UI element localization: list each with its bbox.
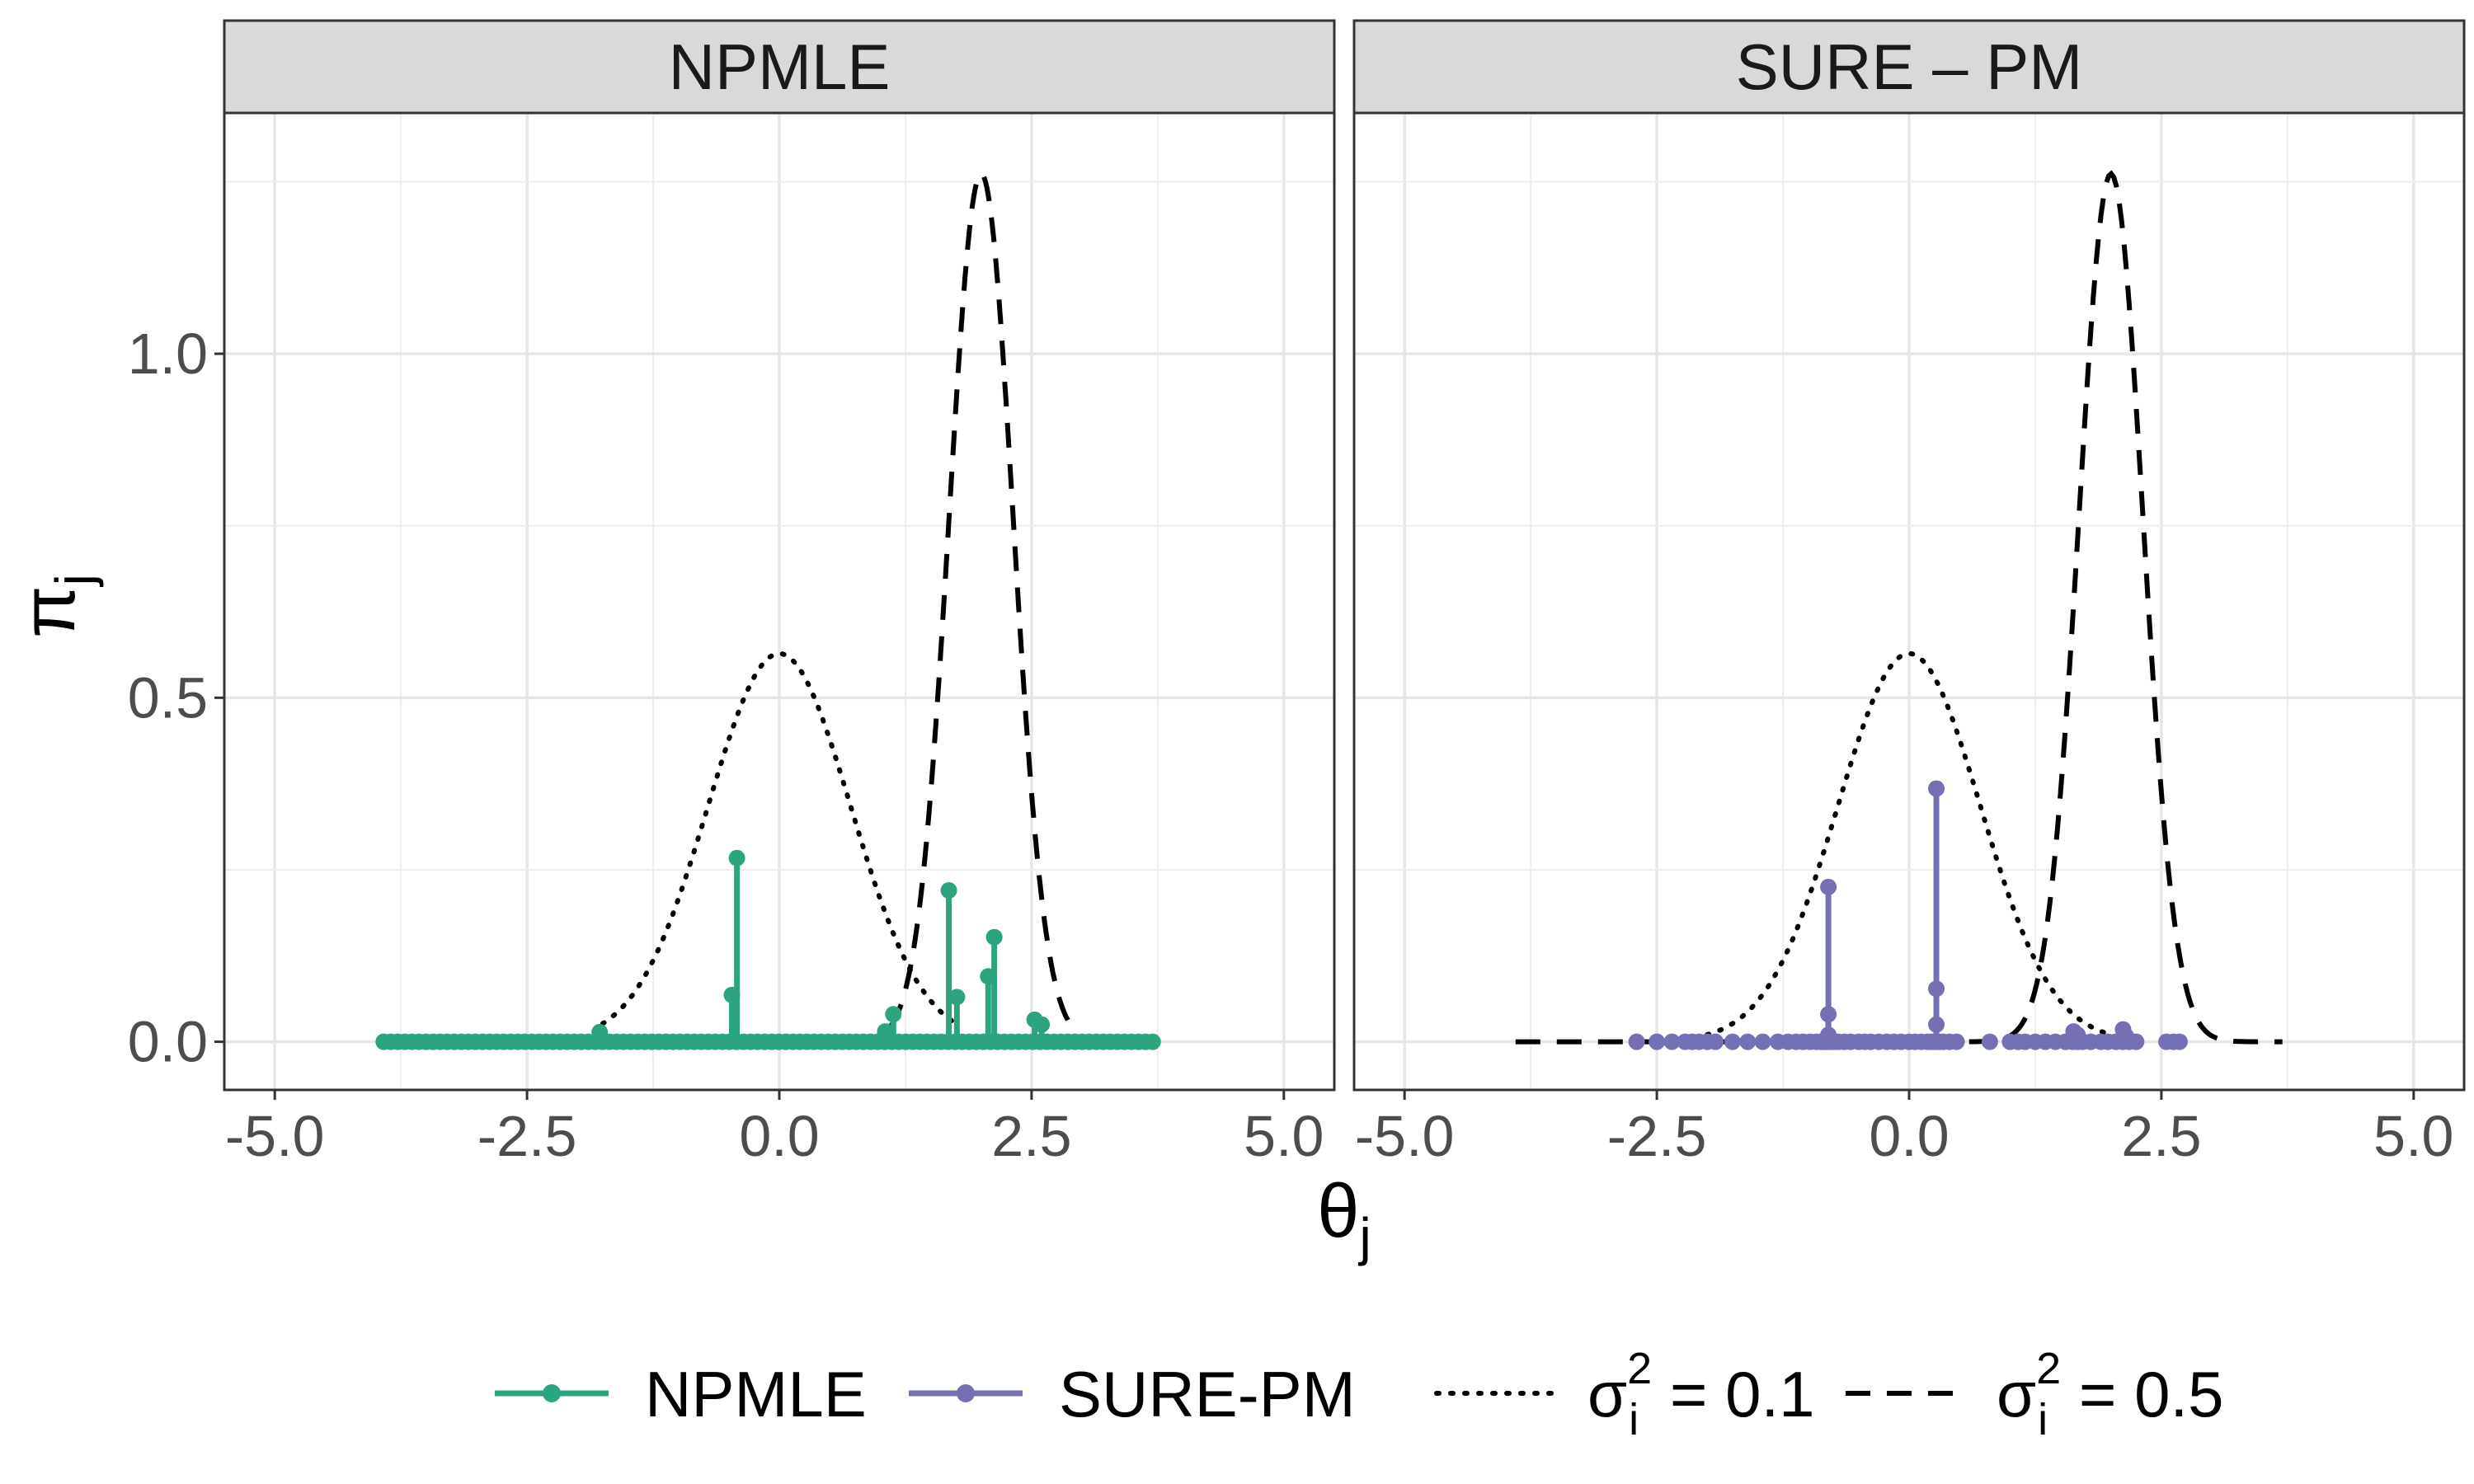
x-tick-label: 5.0 bbox=[2373, 1104, 2453, 1168]
y-axis-title-subscript: j bbox=[45, 574, 104, 587]
grid-sure-pm bbox=[1354, 113, 2464, 1090]
sure-pm-point bbox=[1628, 1033, 1645, 1050]
x-axis-npmle: -5.0 -2.5 0.0 2.5 5.0 bbox=[225, 1090, 1324, 1168]
sure-pm-point bbox=[2171, 1033, 2188, 1050]
y-axis-title-symbol: π bbox=[7, 585, 91, 637]
legend-label-sigma-subscript: i bbox=[2038, 1395, 2048, 1444]
legend-label-sigma-symbol: σ bbox=[1997, 1358, 2036, 1430]
density-curve-dashed bbox=[888, 171, 1079, 1035]
sure-pm-spike-point bbox=[2069, 1026, 2086, 1044]
legend-item-sigma-0-1: σi2 = 0.1 bbox=[1434, 1344, 1815, 1444]
legend-label-npmle: NPMLE bbox=[645, 1358, 867, 1430]
sure-pm-spike-point bbox=[1820, 878, 1837, 895]
npmle-spike-point bbox=[985, 928, 1003, 946]
x-axis-title-symbol: θ bbox=[1317, 1169, 1359, 1253]
npmle-spike-point bbox=[948, 989, 966, 1006]
legend: NPMLE SURE-PM σi2 = 0.1 σi2 = 0.5 bbox=[495, 1344, 2224, 1444]
npmle-spike-point bbox=[723, 986, 741, 1003]
x-tick-label: 2.5 bbox=[991, 1104, 1071, 1168]
legend-key-sure-pm-point bbox=[957, 1384, 975, 1402]
legend-label-sigma-subscript: i bbox=[1629, 1395, 1639, 1444]
strip-label-sure-pm: SURE – PM bbox=[1736, 31, 2082, 103]
y-axis: 0.0 0.5 1.0 bbox=[128, 322, 224, 1074]
x-tick-label: 2.5 bbox=[2121, 1104, 2201, 1168]
sure-pm-point bbox=[1948, 1033, 1965, 1050]
x-tick-label: -5.0 bbox=[1355, 1104, 1455, 1168]
legend-item-sigma-0-5: σi2 = 0.5 bbox=[1846, 1344, 2224, 1444]
sure-pm-point bbox=[1739, 1033, 1757, 1050]
legend-item-npmle: NPMLE bbox=[495, 1358, 867, 1430]
svg-text:θj: θj bbox=[1317, 1169, 1371, 1266]
legend-label-sigma-superscript: 2 bbox=[1627, 1344, 1652, 1393]
y-axis-title: πj bbox=[7, 574, 104, 638]
x-axis-title-subscript: j bbox=[1357, 1207, 1371, 1266]
legend-label-sigma-value: = 0.5 bbox=[2061, 1358, 2223, 1430]
legend-item-sure-pm: SURE-PM bbox=[909, 1358, 1356, 1430]
npmle-spike-point bbox=[877, 1023, 894, 1040]
y-tick-label: 0.0 bbox=[128, 1010, 208, 1074]
sure-pm-spike-point bbox=[1820, 1026, 1837, 1044]
stems-sure-pm bbox=[1628, 780, 2188, 1050]
x-axis-sure-pm: -5.0 -2.5 0.0 2.5 5.0 bbox=[1355, 1090, 2453, 1168]
sure-pm-point bbox=[1649, 1033, 1666, 1050]
legend-key-npmle-point bbox=[543, 1384, 561, 1402]
sure-pm-spike-point bbox=[1928, 1016, 1945, 1033]
svg-text:σi2 = 0.5: σi2 = 0.5 bbox=[1997, 1344, 2224, 1444]
npmle-spike-point bbox=[728, 849, 745, 866]
curves-npmle bbox=[600, 171, 1079, 1035]
svg-text:πj: πj bbox=[7, 574, 104, 638]
legend-label-sure-pm: SURE-PM bbox=[1059, 1358, 1356, 1430]
sure-pm-point bbox=[1724, 1033, 1741, 1050]
y-tick-label: 0.5 bbox=[128, 665, 208, 730]
panel-npmle: NPMLE -5.0 -2.5 0.0 2.5 5.0 0.0 0.5 1.0 bbox=[128, 19, 1336, 1168]
x-tick-label: -5.0 bbox=[225, 1104, 325, 1168]
npmle-spike-point bbox=[980, 968, 997, 985]
npmle-spike-point bbox=[940, 881, 957, 899]
legend-label-sigma-superscript: 2 bbox=[2036, 1344, 2061, 1393]
sure-pm-point bbox=[1663, 1033, 1681, 1050]
stems-npmle bbox=[375, 849, 1161, 1050]
x-axis-title: θj bbox=[1317, 1169, 1371, 1266]
sure-pm-point bbox=[1707, 1033, 1724, 1050]
y-tick-label: 1.0 bbox=[128, 322, 208, 386]
svg-text:σi2 = 0.1: σi2 = 0.1 bbox=[1587, 1344, 1815, 1444]
strip-npmle bbox=[223, 19, 1336, 115]
x-tick-label: 0.0 bbox=[1869, 1104, 1949, 1168]
sure-pm-spike-point bbox=[2118, 1027, 2135, 1045]
sure-pm-spike-point bbox=[1928, 980, 1945, 998]
npmle-spike-point bbox=[1033, 1016, 1051, 1033]
strip-sure-pm bbox=[1352, 19, 2466, 115]
density-curve-dotted bbox=[1705, 650, 2114, 1037]
x-tick-label: -2.5 bbox=[477, 1104, 577, 1168]
npmle-spike-point bbox=[591, 1023, 609, 1040]
npmle-spike-point bbox=[885, 1006, 902, 1023]
x-tick-label: -2.5 bbox=[1607, 1104, 1707, 1168]
panel-sure-pm: SURE – PM -5.0 -2.5 0.0 2.5 5.0 bbox=[1352, 19, 2466, 1168]
sure-pm-point bbox=[1981, 1033, 1998, 1050]
x-tick-label: 0.0 bbox=[739, 1104, 819, 1168]
strip-label-npmle: NPMLE bbox=[669, 31, 891, 103]
legend-label-sigma-value: = 0.1 bbox=[1652, 1358, 1814, 1430]
x-tick-label: 5.0 bbox=[1244, 1104, 1324, 1168]
sure-pm-spike-point bbox=[1820, 1006, 1837, 1023]
sure-pm-point bbox=[1754, 1033, 1771, 1050]
legend-label-sigma-symbol: σ bbox=[1587, 1358, 1627, 1430]
npmle-point bbox=[1144, 1033, 1161, 1050]
sure-pm-spike-point bbox=[1928, 780, 1945, 797]
